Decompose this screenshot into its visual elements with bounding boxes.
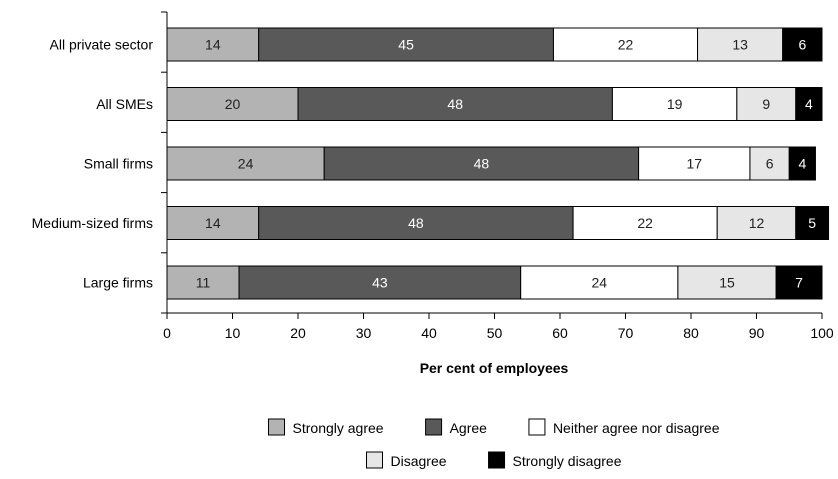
data-label: 20 xyxy=(225,96,241,112)
bar-segment xyxy=(258,206,574,240)
data-label: 7 xyxy=(795,275,803,291)
x-tick-label: 30 xyxy=(356,325,372,341)
legend-label: Strongly disagree xyxy=(513,453,622,469)
bar-segment xyxy=(782,27,823,62)
axes-group: 0 10 20 30 40 50 60 70 80 90 100 xyxy=(161,11,834,341)
bar-segment xyxy=(572,206,718,240)
data-label: 4 xyxy=(805,96,813,112)
bar-segment xyxy=(716,206,797,240)
data-label: 48 xyxy=(447,96,463,112)
data-label: 24 xyxy=(592,275,608,291)
legend-label: Agree xyxy=(450,420,488,436)
bar-segment xyxy=(736,87,797,121)
data-label: 43 xyxy=(372,275,388,291)
category-label: All private sector xyxy=(50,37,154,53)
legend-swatch xyxy=(528,418,546,436)
legend-swatch xyxy=(366,451,384,469)
x-tick-label: 10 xyxy=(225,325,241,341)
data-label: 15 xyxy=(719,275,735,291)
data-label: 19 xyxy=(667,96,683,112)
bar-segment xyxy=(552,27,699,62)
legend-label: Disagree xyxy=(391,453,447,469)
x-tick-label: 70 xyxy=(618,325,634,341)
bar-segment xyxy=(795,206,830,240)
data-label: 24 xyxy=(238,156,254,172)
data-label: 12 xyxy=(749,215,765,231)
bar-segment xyxy=(166,265,240,300)
bar-segment xyxy=(166,27,260,62)
data-label: 11 xyxy=(196,275,211,291)
bar-segment xyxy=(258,27,554,62)
data-label: 14 xyxy=(205,37,221,53)
x-tick-label: 100 xyxy=(810,325,834,341)
x-axis-label: Per cent of employees xyxy=(420,360,569,376)
bar-segment xyxy=(611,87,738,121)
data-label: 6 xyxy=(798,37,806,53)
category-label: Medium-sized firms xyxy=(32,215,153,231)
data-label: 9 xyxy=(762,96,770,112)
data-label: 14 xyxy=(205,215,221,231)
x-tick-label: 40 xyxy=(421,325,437,341)
bar-segment xyxy=(520,265,679,300)
x-tick-label: 90 xyxy=(749,325,765,341)
legend-swatch xyxy=(268,418,286,436)
data-label: 13 xyxy=(732,37,748,53)
data-label: 22 xyxy=(637,215,653,231)
category-label: Small firms xyxy=(84,156,153,172)
legend-swatch xyxy=(488,451,506,469)
category-label: Large firms xyxy=(83,275,153,291)
x-tick-label: 60 xyxy=(552,325,568,341)
legend-label: Neither agree nor disagree xyxy=(553,420,720,436)
x-tick-label: 50 xyxy=(487,325,503,341)
bar-segment xyxy=(638,146,751,181)
data-label: 22 xyxy=(618,37,634,53)
legend: Strongly agree Agree Neither agree nor dis… xyxy=(268,418,720,469)
bar-segment xyxy=(775,265,823,300)
legend-label: Strongly agree xyxy=(293,420,384,436)
data-label: 5 xyxy=(808,215,816,231)
bars-group: 14 45 22 13 6 20 48 19 9 4 24 48 17 6 4 14 48 22 12 5 11 43 24… xyxy=(166,27,830,300)
bar-segment xyxy=(788,146,816,181)
data-label: 45 xyxy=(398,37,414,53)
data-label: 48 xyxy=(474,156,490,172)
data-label: 48 xyxy=(408,215,424,231)
legend-swatch xyxy=(425,418,443,436)
bar-segment xyxy=(297,87,613,121)
bar-segment xyxy=(323,146,640,181)
bar-segment xyxy=(238,265,522,300)
x-tick-label: 0 xyxy=(163,325,171,341)
data-label: 4 xyxy=(798,156,806,172)
data-label: 17 xyxy=(686,156,702,172)
category-labels: All private sector All SMEs Small firms Med… xyxy=(32,37,154,291)
x-tick-label: 80 xyxy=(683,325,699,341)
category-label: All SMEs xyxy=(96,96,153,112)
x-tick-label: 20 xyxy=(290,325,306,341)
bar-segment xyxy=(795,87,823,121)
data-label: 6 xyxy=(766,156,774,172)
bar-segment xyxy=(749,146,790,181)
